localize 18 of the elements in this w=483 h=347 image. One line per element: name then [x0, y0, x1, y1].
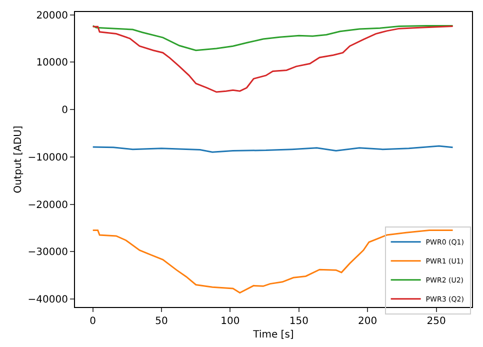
x-tick-label: 0 [90, 316, 96, 327]
x-tick-label: 100 [220, 316, 240, 327]
x-tick-label: 250 [426, 316, 446, 327]
line-series [92, 25, 454, 93]
y-tick-label: 20000 [36, 10, 68, 22]
y-tick-label: 10000 [36, 58, 68, 69]
line-series [92, 24, 454, 52]
x-tick-label: 150 [289, 316, 308, 327]
x-tick-label: 50 [155, 316, 168, 327]
y-tick-label: −40000 [28, 294, 68, 306]
y-axis-title: Output [ADU] [12, 126, 24, 194]
y-tick-label: −20000 [28, 200, 68, 211]
x-tick-label: 200 [358, 316, 378, 327]
y-tick-label: 0 [62, 105, 68, 116]
line-series [92, 145, 454, 153]
y-tick-label: −10000 [28, 152, 68, 164]
y-tick-label: −30000 [28, 247, 68, 258]
x-axis-title: Time [s] [252, 330, 294, 340]
